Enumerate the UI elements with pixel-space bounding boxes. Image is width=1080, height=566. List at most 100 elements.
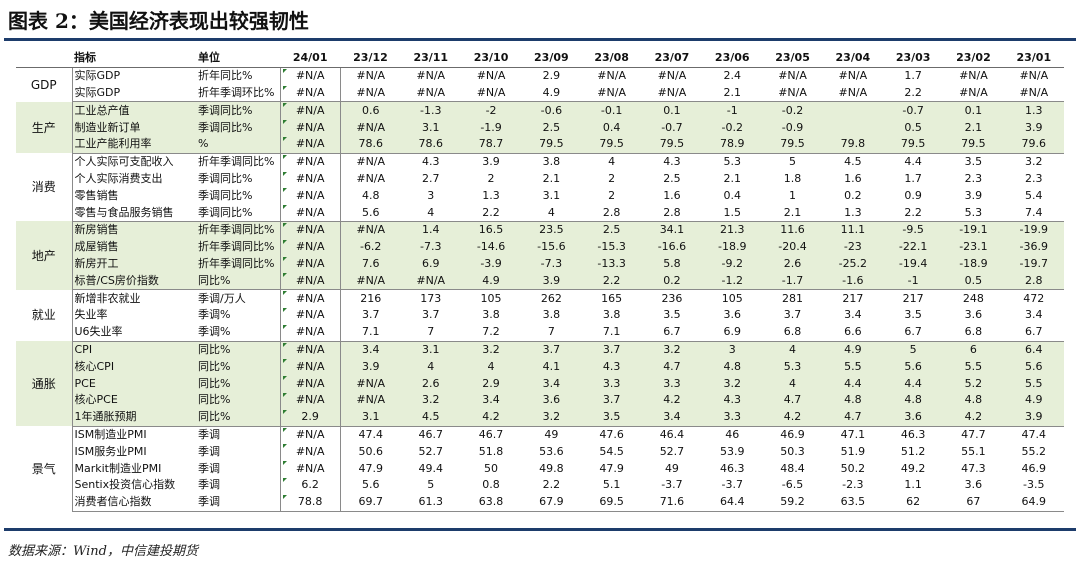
row-group: 就业 新增非农就业 季调/万人 #N/A 216 173 105 262 165 236 105 28… bbox=[16, 289, 1064, 342]
value-cell: #N/A bbox=[340, 221, 401, 239]
value-cell: 67.9 bbox=[521, 493, 582, 512]
value-cell: #N/A bbox=[280, 426, 341, 444]
value-cell: 3.4 bbox=[1025, 308, 1043, 322]
table-row: 核心CPI 同比% #N/A 3.9 4 4 4.1 4.3 4.7 4.8 5.3 5.5 5.6 5.… bbox=[16, 358, 1064, 376]
value-cell: #N/A bbox=[657, 69, 687, 83]
value-cell: 3.6 bbox=[521, 391, 582, 409]
value-cell: 2.8 bbox=[641, 204, 703, 222]
value-cell: #N/A bbox=[280, 238, 341, 256]
value-cell: #N/A bbox=[400, 84, 461, 103]
value-cell: -2 bbox=[460, 101, 522, 120]
value-cell: 51.2 bbox=[900, 444, 926, 458]
table-row: 失业率 季调% #N/A 3.7 3.7 3.8 3.8 3.8 3.5 3.6 3.7 3.4 3.5… bbox=[16, 306, 1064, 324]
value-cell: 262 bbox=[540, 291, 562, 305]
table-row: 就业 新增非农就业 季调/万人 #N/A 216 173 105 262 165 236 105 28… bbox=[16, 289, 1064, 342]
value-cell: 4.9 bbox=[460, 272, 522, 291]
value-cell: 6.8 bbox=[943, 323, 1004, 342]
category-label: 景气 bbox=[16, 426, 73, 512]
value-cell: 47.1 bbox=[840, 427, 866, 441]
unit-cell: 季调 bbox=[196, 443, 281, 461]
value-cell: 5 bbox=[789, 155, 797, 169]
indicator-name: 新增非农就业 bbox=[74, 291, 141, 305]
value-cell: #N/A bbox=[280, 289, 341, 307]
value-cell: #N/A bbox=[838, 69, 868, 83]
header-indicator: 指标 bbox=[72, 50, 197, 68]
value-cell: 46.3 bbox=[900, 427, 926, 441]
value-cell: 4.2 bbox=[641, 391, 703, 409]
value-cell: 47.9 bbox=[599, 461, 624, 475]
value-cell: 2.1 bbox=[702, 84, 763, 103]
value-cell: 3.3 bbox=[702, 408, 763, 427]
value-cell: 46 bbox=[725, 427, 740, 441]
indicator-name: 个人实际可支配收入 bbox=[74, 155, 174, 169]
value-cell: 11.1 bbox=[822, 221, 883, 239]
value-cell: 4.5 bbox=[400, 408, 461, 427]
value-cell: 7.4 bbox=[1003, 204, 1064, 222]
value-cell: 6.7 bbox=[1003, 323, 1064, 342]
value-cell: 64.4 bbox=[702, 493, 763, 512]
header-period: 23/08 bbox=[581, 50, 642, 68]
value-cell: 2.1 bbox=[943, 119, 1004, 136]
value-cell: 4.4 bbox=[822, 375, 883, 392]
indicator-name: 零售销售 bbox=[74, 188, 119, 202]
value-cell: -19.9 bbox=[1003, 221, 1064, 239]
value-cell: 4.5 bbox=[844, 155, 862, 169]
value-cell: 0.8 bbox=[482, 478, 500, 492]
unit-cell: 同比% bbox=[196, 408, 281, 427]
indicator-name: 失业率 bbox=[74, 308, 108, 322]
value-cell: 3.1 bbox=[400, 341, 461, 359]
value-cell: 6.6 bbox=[822, 323, 883, 342]
value-cell: 2.9 bbox=[542, 69, 561, 83]
value-cell: 3.6 bbox=[882, 408, 944, 427]
header-unit: 单位 bbox=[196, 50, 281, 68]
value-cell: #N/A bbox=[280, 460, 341, 477]
value-cell: 3.2 bbox=[400, 391, 461, 409]
value-cell: 52.7 bbox=[659, 444, 685, 458]
value-cell: -1.7 bbox=[762, 272, 823, 291]
value-cell: -20.4 bbox=[762, 238, 823, 256]
value-cell: 1.6 bbox=[663, 188, 681, 202]
value-cell: -6.5 bbox=[781, 478, 804, 492]
category-label: 生产 bbox=[16, 101, 73, 154]
value-cell: -0.7 bbox=[882, 101, 944, 120]
value-cell: 2.1 bbox=[762, 204, 823, 222]
unit-cell: 折年同比% bbox=[196, 67, 281, 85]
value-cell: 2.2 bbox=[882, 204, 944, 222]
value-cell: 5 bbox=[427, 478, 435, 492]
indicator-name: U6失业率 bbox=[72, 323, 197, 342]
value-cell: 6.8 bbox=[762, 323, 823, 342]
value-cell: #N/A bbox=[280, 84, 341, 103]
row-group: 地产 新房销售 折年季调同比% #N/A #N/A 1.4 16.5 23.5 2.5 34.1 2… bbox=[16, 221, 1064, 291]
indicator-name: 核心CPI bbox=[72, 358, 197, 376]
unit-cell: 季调/万人 bbox=[196, 289, 281, 307]
value-cell: 3.3 bbox=[641, 375, 703, 392]
value-cell: #N/A bbox=[822, 84, 883, 103]
value-cell: 7.1 bbox=[340, 323, 401, 342]
value-cell: 0.9 bbox=[904, 188, 922, 202]
value-cell: 1.6 bbox=[844, 171, 862, 185]
value-cell: 4.9 bbox=[822, 341, 883, 359]
value-cell: #N/A bbox=[280, 341, 341, 359]
value-cell: 216 bbox=[360, 291, 382, 305]
value-cell: -3.7 bbox=[721, 478, 743, 492]
unit-cell: 季调 bbox=[196, 426, 281, 444]
table-row: 零售销售 季调同比% #N/A 4.8 3 1.3 3.1 2 1.6 0.4 1 0.2 0.9 3.9… bbox=[16, 187, 1064, 205]
value-cell: 6.9 bbox=[702, 323, 763, 342]
unit-cell: 同比% bbox=[196, 341, 281, 359]
value-cell: 3.7 bbox=[361, 308, 380, 322]
value-cell: 3.7 bbox=[783, 308, 802, 322]
table-row: 地产 新房销售 折年季调同比% #N/A #N/A 1.4 16.5 23.5 2.5 34.1 2… bbox=[16, 221, 1064, 290]
value-cell: 105 bbox=[721, 291, 743, 305]
value-cell: #N/A bbox=[280, 170, 341, 188]
value-cell: 79.5 bbox=[641, 135, 703, 154]
value-cell: 5.6 bbox=[340, 204, 401, 222]
indicator-name: CPI bbox=[72, 341, 197, 359]
value-cell: 55.1 bbox=[961, 444, 986, 458]
value-cell: 2.4 bbox=[723, 69, 741, 83]
value-cell: 3.4 bbox=[521, 375, 582, 392]
value-cell: #N/A bbox=[340, 272, 401, 291]
value-cell: 2.5 bbox=[581, 221, 642, 239]
indicator-name: ISM制造业PMI bbox=[74, 427, 147, 441]
value-cell: -2.3 bbox=[842, 478, 864, 492]
economic-data-table: 指标 单位 24/01 23/12 23/11 23/10 23/09 23/08 23/07 2… bbox=[16, 50, 1064, 512]
